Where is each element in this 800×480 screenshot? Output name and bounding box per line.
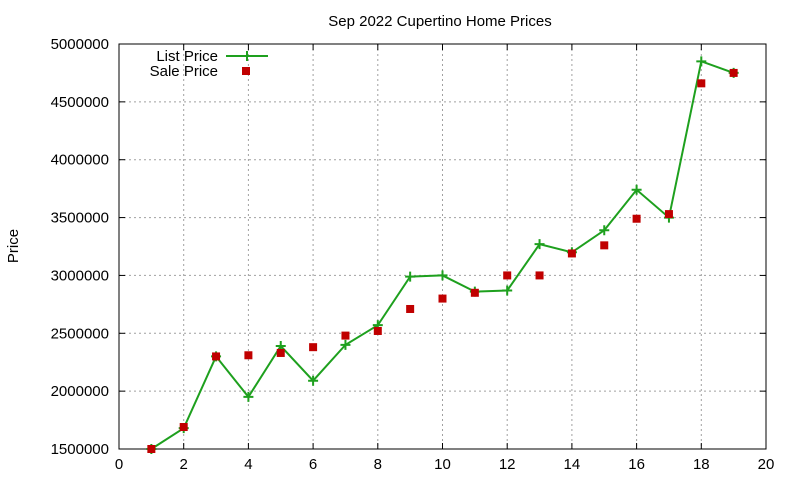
x-tick-label: 14 <box>564 456 581 473</box>
sale-price-point <box>567 249 576 258</box>
x-tick-label: 8 <box>374 456 382 473</box>
sale-price-point <box>600 241 609 250</box>
list-price-point <box>243 391 254 402</box>
sale-price-point <box>244 351 253 360</box>
axis-ticks: 0 2 4 6 8 10 12 14 16 18 20 1500000 2000000 2500000 30… <box>51 36 775 473</box>
plot-frame <box>118 43 767 450</box>
sale-price-point <box>179 423 188 432</box>
legend-label-sale-price: Sale Price <box>150 63 218 80</box>
list-price-point <box>696 56 707 67</box>
sale-price-point <box>212 352 221 361</box>
sale-price-point <box>535 271 544 280</box>
x-tick-label: 16 <box>628 456 645 473</box>
sale-price-point <box>438 294 447 303</box>
sale-price-point <box>276 348 285 357</box>
list-price-point <box>405 271 416 282</box>
x-tick-label: 12 <box>499 456 516 473</box>
list-price-point <box>502 285 513 296</box>
legend-label-list-price: List Price <box>156 48 218 65</box>
sale-price-point <box>632 214 641 223</box>
series <box>146 56 739 454</box>
sale-price-point <box>309 343 318 352</box>
y-tick-label: 3500000 <box>51 210 109 227</box>
y-tick-label: 4500000 <box>51 94 109 111</box>
sale-price-point <box>341 331 350 340</box>
y-tick-label: 4000000 <box>51 152 109 169</box>
grid <box>119 44 766 449</box>
legend-marker-list-price <box>242 51 252 61</box>
x-tick-label: 20 <box>758 456 775 473</box>
list-price-point <box>534 239 545 250</box>
list-price-point <box>631 184 642 195</box>
x-tick-label: 10 <box>434 456 451 473</box>
x-tick-label: 18 <box>693 456 710 473</box>
y-tick-label: 2500000 <box>51 325 109 342</box>
sale-price-point <box>373 326 382 335</box>
x-tick-label: 2 <box>180 456 188 473</box>
sale-price-point <box>729 68 738 77</box>
list-price-point <box>340 339 351 350</box>
x-tick-label: 4 <box>244 456 252 473</box>
list-price-point <box>308 375 319 386</box>
sale-price-point <box>147 445 156 453</box>
sale-price-point <box>470 288 479 297</box>
sale-price-point <box>503 271 512 280</box>
sale-price-point <box>697 79 706 88</box>
x-tick-label: 6 <box>309 456 317 473</box>
list-price-point <box>599 225 610 236</box>
y-tick-label: 1500000 <box>51 441 109 458</box>
y-axis-label: Price <box>5 229 22 263</box>
list-price-point <box>437 270 448 281</box>
sale-price-point <box>664 210 673 219</box>
chart-title: Sep 2022 Cupertino Home Prices <box>328 13 551 30</box>
sale-price-point <box>406 304 415 313</box>
x-tick-label: 0 <box>115 456 123 473</box>
y-tick-label: 3000000 <box>51 267 109 284</box>
legend-marker-sale-price <box>242 67 250 75</box>
y-tick-label: 5000000 <box>51 36 109 53</box>
y-tick-label: 2000000 <box>51 383 109 400</box>
